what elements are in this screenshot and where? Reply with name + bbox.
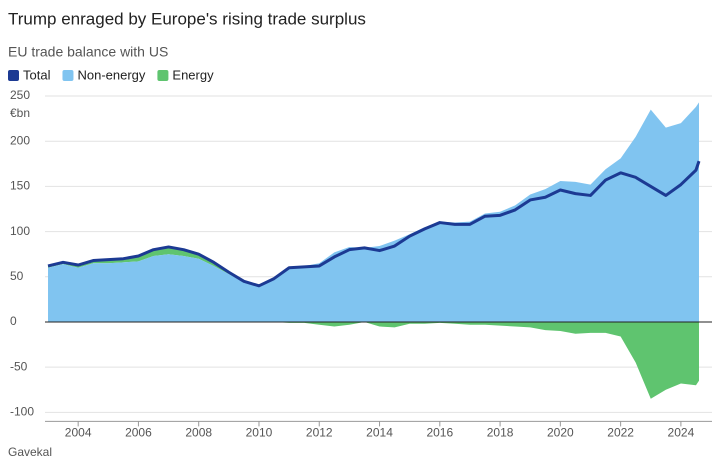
chart-subtitle: EU trade balance with US xyxy=(8,44,168,60)
x-tick-label: 2022 xyxy=(607,426,634,440)
y-tick-label: 50 xyxy=(10,269,24,283)
energy-area xyxy=(48,246,699,399)
legend-label: Energy xyxy=(172,67,214,82)
x-tick-label: 2004 xyxy=(65,426,92,440)
legend-label: Non-energy xyxy=(77,67,145,82)
y-tick-label: 100 xyxy=(10,224,30,238)
legend-swatch xyxy=(62,70,74,81)
x-tick-label: 2010 xyxy=(246,426,273,440)
x-tick-label: 2012 xyxy=(306,426,333,440)
y-tick-label: -50 xyxy=(10,359,28,373)
y-axis-label: €bn xyxy=(10,106,30,120)
y-tick-label: 200 xyxy=(10,133,30,147)
y-tick-label: 150 xyxy=(10,179,30,193)
y-tick-label: -100 xyxy=(10,405,34,419)
total-line xyxy=(47,160,701,288)
y-tick-label: 250 xyxy=(10,88,30,102)
non-energy-area xyxy=(48,102,699,322)
x-tick-label: 2016 xyxy=(426,426,453,440)
x-tick-label: 2014 xyxy=(366,426,393,440)
legend-label: Total xyxy=(23,67,51,82)
source: Gavekal xyxy=(8,445,52,459)
y-tick-label: 0 xyxy=(10,314,17,328)
x-tick-label: 2018 xyxy=(487,426,514,440)
legend-swatch xyxy=(157,70,169,81)
chart-title: Trump enraged by Europe's rising trade s… xyxy=(8,9,366,28)
x-tick-label: 2008 xyxy=(185,426,212,440)
x-tick-label: 2020 xyxy=(547,426,574,440)
x-tick-label: 2006 xyxy=(125,426,152,440)
legend-swatch xyxy=(8,70,19,81)
x-tick-label: 2024 xyxy=(668,426,695,440)
